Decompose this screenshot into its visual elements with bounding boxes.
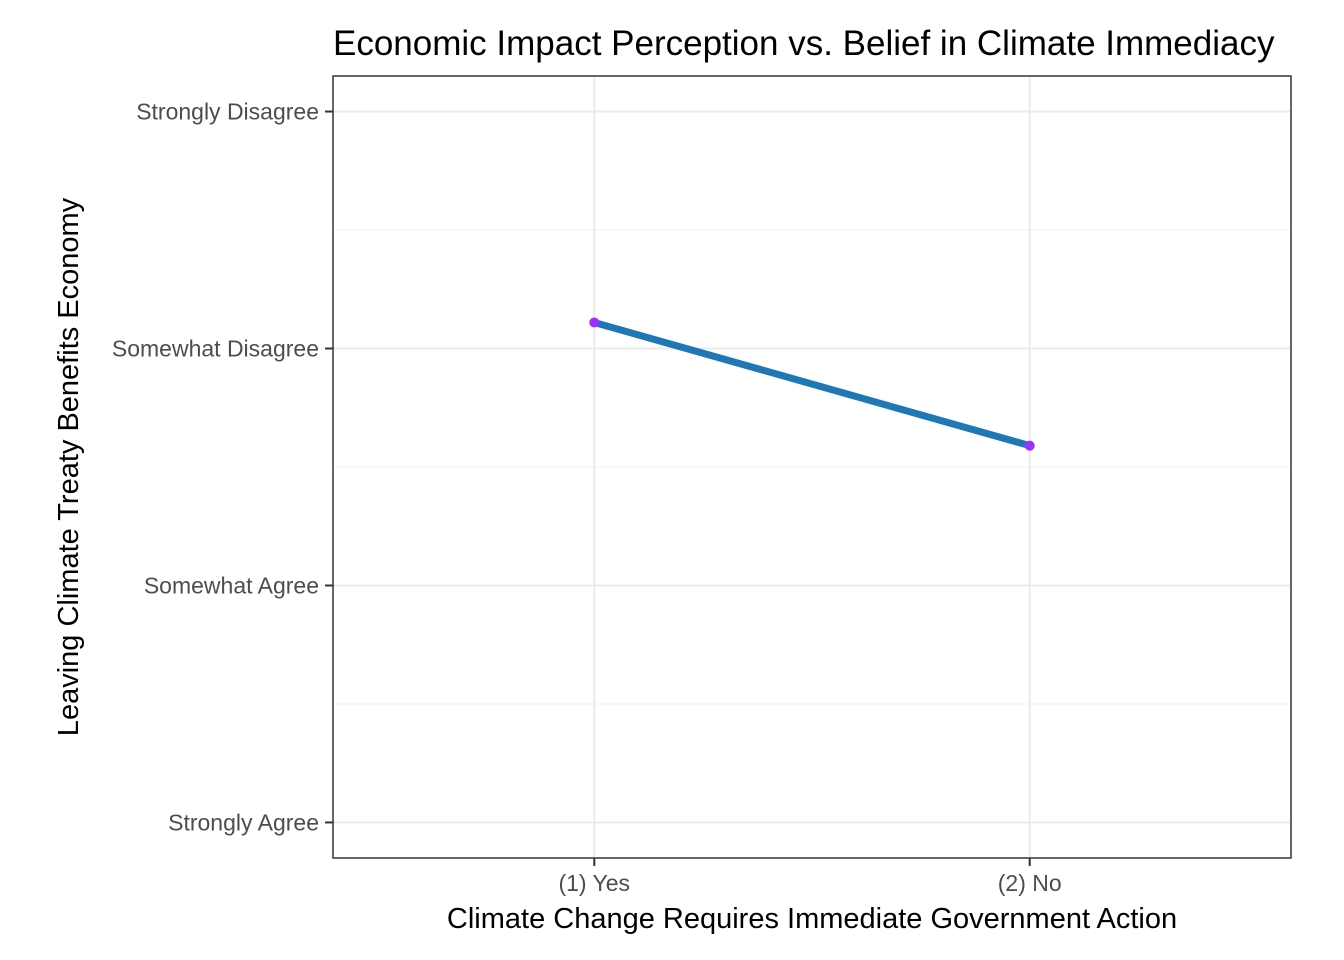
y-tick-label: Somewhat Agree [144,572,319,598]
y-axis: Strongly Agree Somewhat Agree Somewhat Dis… [112,99,333,835]
x-tick-label: (1) Yes [558,870,630,896]
chart-title: Economic Impact Perception vs. Belief in… [333,24,1275,63]
y-tick-label: Strongly Disagree [136,99,319,125]
data-point [1024,440,1035,451]
y-axis-title: Leaving Climate Treaty Benefits Economy [53,197,85,736]
plot-panel-border [332,75,1292,859]
grid-lines [333,76,1291,858]
x-axis: (1) Yes (2) No [558,858,1062,896]
x-axis-title: Climate Change Requires Immediate Govern… [447,903,1177,935]
data-point [589,317,600,328]
series-layer [589,317,1035,451]
series-line [593,319,1031,450]
y-tick-label: Somewhat Disagree [112,336,319,362]
x-tick-label: (2) No [998,870,1062,896]
y-tick-label: Strongly Agree [168,809,319,835]
